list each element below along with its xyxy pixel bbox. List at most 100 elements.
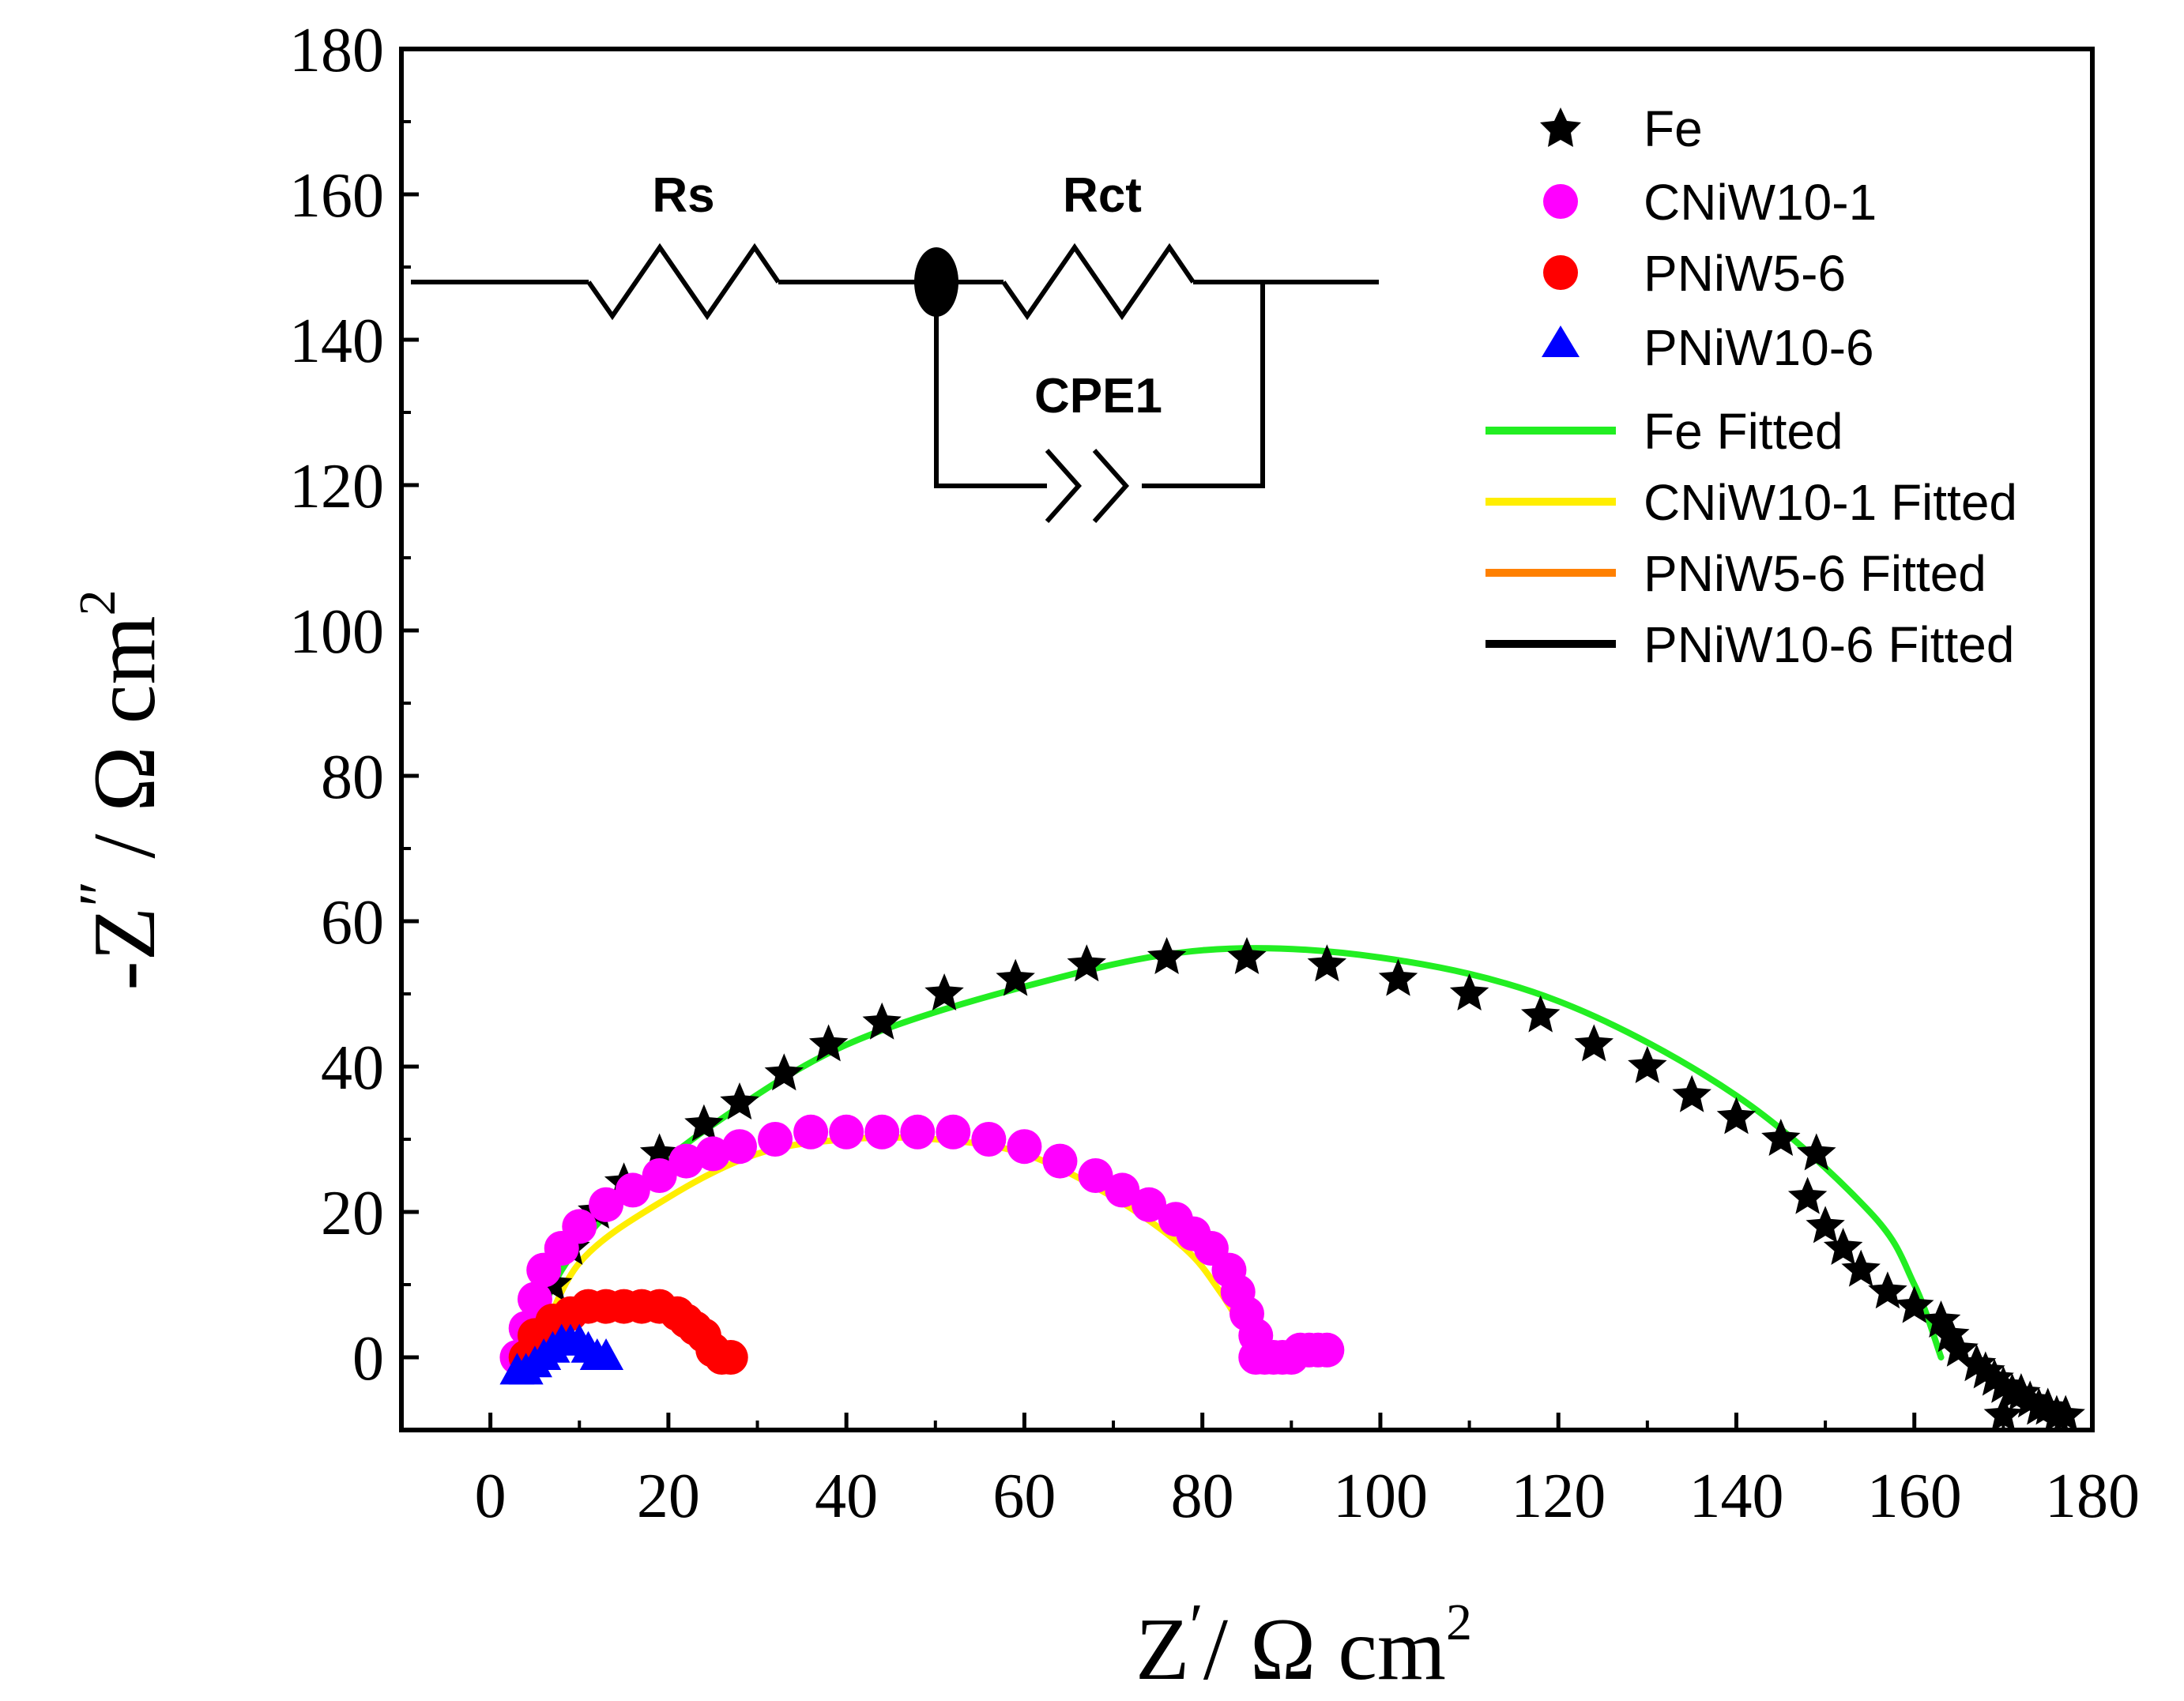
- cniw10-1-point: [562, 1209, 597, 1244]
- legend-label-cniw10-1: CNiW10-1: [1644, 174, 1877, 231]
- legend-blue-triangle-marker: [1542, 326, 1580, 357]
- cniw10-1-point: [1078, 1158, 1113, 1193]
- legend-star-marker: [1540, 107, 1581, 147]
- x-tick-label: 60: [992, 1462, 1056, 1531]
- y-axis-title: -Z″ / Ω cm2: [67, 589, 174, 990]
- fe-point: [924, 973, 964, 1010]
- equivalent-circuit: [411, 243, 1379, 523]
- fe-point: [764, 1053, 804, 1091]
- x-axis-title-unit: / Ω cm: [1203, 1601, 1446, 1699]
- cniw10-1-point: [722, 1129, 757, 1165]
- y-tick-label: 160: [289, 161, 384, 231]
- y-tick-label: 60: [321, 888, 384, 958]
- data-markers: [499, 937, 2085, 1432]
- fe-point: [1521, 995, 1561, 1033]
- fe-point: [1227, 937, 1267, 974]
- fe-point: [1449, 973, 1489, 1010]
- cpe-branch-wire: [934, 282, 1265, 488]
- legend: Fe CNiW10-1 PNiW5-6 PNiW10-6 Fe Fitted C…: [1485, 100, 2017, 673]
- x-axis-title-exponent: 2: [1446, 1594, 1472, 1651]
- fe-point: [1378, 958, 1418, 996]
- x-tick-label: 140: [1689, 1462, 1783, 1531]
- fe-point: [1067, 944, 1106, 982]
- y-tick-label: 20: [321, 1179, 384, 1248]
- legend-label-pniw10-6: PNiW10-6: [1644, 319, 1874, 376]
- x-tick-label: 160: [1867, 1462, 1962, 1531]
- cniw10-1-point: [971, 1122, 1007, 1157]
- y-axis-title-prime: ″: [67, 881, 137, 907]
- x-tick-label: 80: [1171, 1462, 1234, 1531]
- fe-point: [1574, 1024, 1614, 1062]
- circuit-node: [914, 247, 958, 317]
- fe-point: [996, 958, 1035, 996]
- cniw10-1-point: [1007, 1129, 1042, 1165]
- legend-item-pniw10-6: PNiW10-6: [1542, 319, 1874, 376]
- x-tick-label: 100: [1333, 1462, 1428, 1531]
- x-axis-title-z: Z: [1135, 1601, 1189, 1699]
- legend-item-pniw5-6: PNiW5-6: [1543, 245, 1846, 302]
- y-axis-title-minus: -: [76, 961, 174, 990]
- legend-label-pniw5-6-fitted: PNiW5-6 Fitted: [1644, 545, 1986, 602]
- y-tick-label: 0: [352, 1324, 384, 1394]
- legend-label-pniw10-6-fitted: PNiW10-6 Fitted: [1644, 616, 2014, 673]
- legend-item-pniw10-6-fitted: PNiW10-6 Fitted: [1485, 616, 2014, 673]
- cniw10-1-point: [1309, 1332, 1345, 1368]
- legend-label-fe: Fe: [1644, 100, 1703, 157]
- cniw10-1-point: [1132, 1187, 1167, 1222]
- fe-point: [1672, 1074, 1711, 1112]
- fe-point: [1147, 937, 1187, 974]
- y-tick-label: 180: [289, 16, 384, 85]
- fe-point: [1797, 1133, 1836, 1171]
- fe-point: [808, 1024, 849, 1062]
- resistor-rct: [1001, 243, 1196, 321]
- x-tick-label: 20: [637, 1462, 700, 1531]
- cniw10-1-point: [864, 1114, 900, 1150]
- circuit-label-rs: Rs: [652, 168, 714, 223]
- y-axis-title-z: Z: [76, 907, 174, 961]
- fe-point: [1806, 1206, 1845, 1244]
- legend-label-cniw10-1-fitted: CNiW10-1 Fitted: [1644, 474, 2017, 531]
- legend-item-pniw5-6-fitted: PNiW5-6 Fitted: [1485, 545, 1986, 602]
- cniw10-1-point: [936, 1114, 971, 1150]
- circuit-label-cpe: CPE1: [1034, 369, 1162, 423]
- tick-labels: 0 0 20 20 40 40 60 60 80 80 100 100 120 120 140 140 160 1…: [289, 16, 2140, 1531]
- y-axis-title-unit: / Ω cm: [76, 615, 174, 880]
- plot-frame: [399, 47, 2095, 1432]
- fe-point: [684, 1104, 724, 1142]
- y-tick-label: 80: [321, 743, 384, 812]
- cniw10-1-point: [642, 1158, 677, 1193]
- cniw10-1-point: [695, 1136, 731, 1172]
- fe-point: [1983, 1394, 2024, 1432]
- fe-point: [1823, 1228, 1863, 1265]
- fe-point: [2046, 1394, 2085, 1432]
- fe-point: [1895, 1285, 1934, 1323]
- cniw10-1-point: [1042, 1143, 1078, 1179]
- legend-label-pniw5-6: PNiW5-6: [1644, 245, 1846, 302]
- y-axis-title-exponent: 2: [69, 589, 126, 615]
- fe-point: [1787, 1176, 1828, 1214]
- resistor-rs: [586, 243, 781, 321]
- legend-item-cniw10-1: CNiW10-1: [1543, 174, 1877, 231]
- cniw10-1-point: [615, 1172, 650, 1208]
- y-tick-label: 140: [289, 307, 384, 376]
- cniw10-1-point: [668, 1143, 704, 1179]
- fe-point: [1716, 1097, 1757, 1135]
- legend-red-marker: [1543, 255, 1578, 290]
- fe-point: [1628, 1046, 1667, 1083]
- fe-point: [1841, 1249, 1881, 1287]
- fe-point: [1307, 944, 1347, 982]
- fe-point: [720, 1082, 759, 1120]
- fe-point: [862, 1002, 902, 1040]
- x-tick-label: 120: [1511, 1462, 1606, 1531]
- fe-point: [1868, 1271, 1907, 1309]
- cniw10-1-point: [1105, 1172, 1140, 1208]
- y-tick-label: 120: [289, 452, 384, 521]
- y-tick-label: 40: [321, 1033, 384, 1103]
- x-tick-label: 180: [2045, 1462, 2140, 1531]
- cniw10-1-point: [900, 1114, 936, 1150]
- pniw10-6-point: [589, 1338, 624, 1370]
- x-axis-title: Z′/ Ω cm2: [1135, 1592, 1472, 1699]
- legend-magenta-marker: [1543, 184, 1578, 219]
